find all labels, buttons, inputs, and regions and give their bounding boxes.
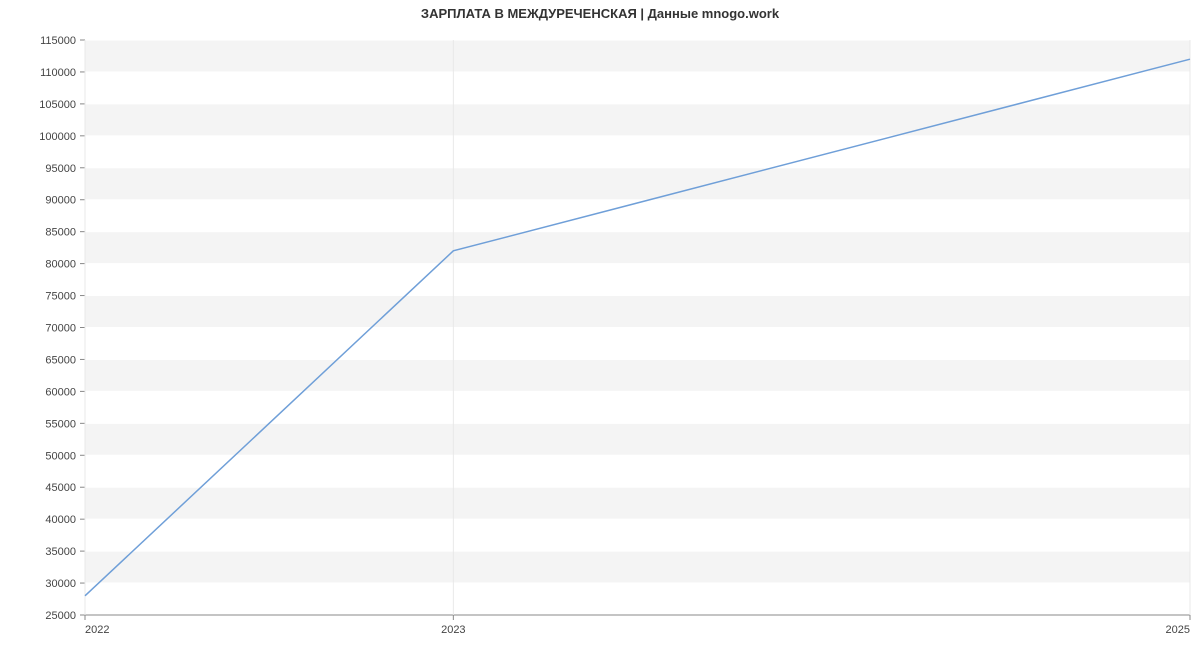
- svg-text:55000: 55000: [45, 418, 76, 430]
- svg-text:2025: 2025: [1166, 624, 1190, 636]
- svg-text:40000: 40000: [45, 514, 76, 526]
- svg-text:35000: 35000: [45, 546, 76, 558]
- svg-text:75000: 75000: [45, 291, 76, 303]
- svg-text:60000: 60000: [45, 386, 76, 398]
- svg-text:100000: 100000: [39, 131, 76, 143]
- svg-text:80000: 80000: [45, 259, 76, 271]
- svg-text:70000: 70000: [45, 323, 76, 335]
- svg-text:45000: 45000: [45, 482, 76, 494]
- svg-text:65000: 65000: [45, 354, 76, 366]
- svg-text:95000: 95000: [45, 163, 76, 175]
- svg-text:25000: 25000: [45, 610, 76, 622]
- svg-text:110000: 110000: [40, 67, 76, 79]
- svg-text:50000: 50000: [45, 450, 76, 462]
- salary-line-chart: ЗАРПЛАТА В МЕЖДУРЕЧЕНСКАЯ | Данные mnogo…: [0, 0, 1200, 650]
- svg-text:105000: 105000: [39, 99, 76, 111]
- svg-text:30000: 30000: [45, 578, 76, 590]
- svg-text:85000: 85000: [45, 227, 76, 239]
- svg-text:2023: 2023: [441, 624, 465, 636]
- chart-canvas: 25000 30000 35000 40000 45000 50000 55000 60000…: [0, 0, 1200, 650]
- svg-text:90000: 90000: [45, 195, 76, 207]
- svg-text:2022: 2022: [85, 624, 109, 636]
- svg-text:115000: 115000: [40, 35, 76, 47]
